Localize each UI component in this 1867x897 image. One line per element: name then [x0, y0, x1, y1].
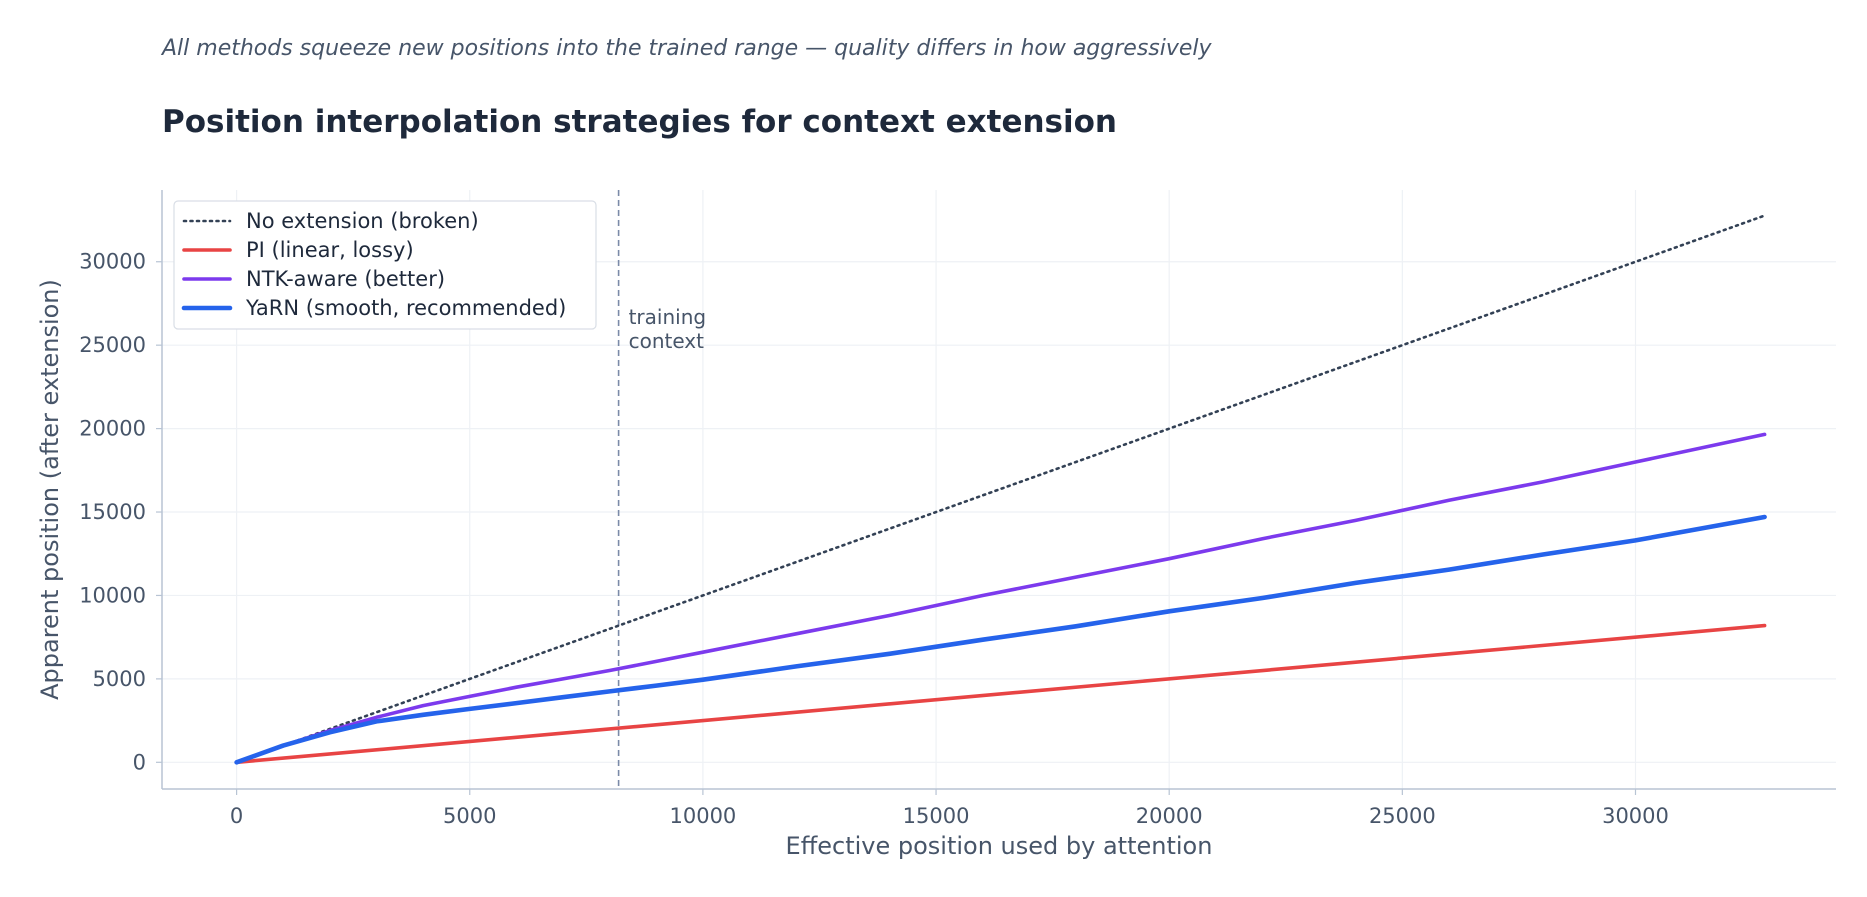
- series-line-ntkaware: [234, 432, 1767, 765]
- training-context-label: context: [629, 329, 705, 353]
- chart-title: Position interpolation strategies for co…: [162, 104, 1118, 140]
- x-tick-label: 10000: [669, 804, 736, 828]
- legend-box: [173, 200, 597, 330]
- series-line-pi: [234, 623, 1767, 765]
- x-tick-label: 30000: [1602, 804, 1669, 828]
- legend: No extension (broken) PI (linear, lossy) N…: [173, 200, 597, 330]
- series-line-no: [235, 214, 1766, 764]
- y-tick-label: 0: [133, 750, 146, 774]
- y-tick-label: 25000: [79, 333, 146, 357]
- legend-label: No extension (broken): [246, 209, 479, 233]
- x-tick-label: 25000: [1369, 804, 1436, 828]
- y-tick-label: 30000: [79, 250, 146, 274]
- chart-subtitle: All methods squeeze new positions into t…: [162, 36, 1212, 61]
- series-line-yarn: [234, 514, 1767, 765]
- x-tick-label: 15000: [903, 804, 970, 828]
- grid: [162, 190, 1836, 789]
- legend-label: NTK-aware (better): [246, 267, 445, 291]
- x-axis-label: Effective position used by attention: [786, 832, 1213, 860]
- x-tick-label: 20000: [1136, 804, 1203, 828]
- y-tick-label: 20000: [79, 417, 146, 441]
- y-tick-label: 10000: [79, 583, 146, 607]
- y-tick-label: 15000: [79, 500, 146, 524]
- x-tick-label: 5000: [443, 804, 496, 828]
- axes: 0 5000 10000 15000 20000 25000 30000 0 5000 10000…: [36, 190, 1836, 860]
- training-context-label: training: [629, 305, 706, 329]
- series-lines: [234, 214, 1767, 765]
- x-tick-label: 0: [230, 804, 243, 828]
- legend-label: YaRN (smooth, recommended): [245, 296, 566, 320]
- y-axis-label: Apparent position (after extension): [36, 279, 64, 700]
- legend-label: PI (linear, lossy): [246, 238, 414, 262]
- y-tick-label: 5000: [93, 667, 146, 691]
